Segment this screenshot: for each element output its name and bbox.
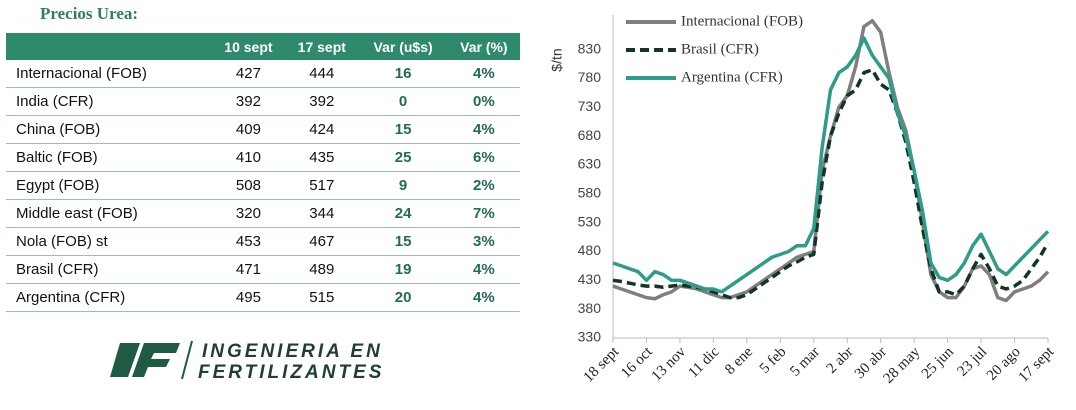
table-cell: 20	[358, 283, 448, 312]
table-cell: 320	[211, 199, 286, 228]
x-tick-label: 11 dic	[685, 344, 722, 381]
table-cell: 4%	[447, 283, 520, 312]
table-cell: 25	[358, 143, 448, 172]
table-cell: Baltic (FOB)	[6, 143, 212, 172]
x-tick-label: 13 nov	[649, 344, 690, 385]
table-cell: 453	[211, 227, 286, 256]
header-cell: 17 sept	[285, 33, 359, 60]
table-cell: 410	[211, 143, 286, 172]
x-tick-label: 18 sept	[581, 343, 623, 385]
table-cell: India (CFR)	[6, 87, 212, 116]
header-cell	[6, 33, 212, 60]
table-row: Egypt (FOB) 508 517 9 2%	[6, 171, 520, 200]
logo-line2: FERTILIZANTES	[198, 362, 384, 383]
header-cell: Var (%)	[447, 33, 520, 60]
table-cell: 4%	[447, 255, 520, 284]
table-cell: 4%	[447, 115, 520, 144]
table-cell: 4%	[447, 60, 520, 88]
table-cell: 3%	[447, 227, 520, 256]
table-cell: 392	[285, 87, 359, 116]
table-cell: 495	[211, 283, 286, 312]
table-cell: Middle east (FOB)	[6, 199, 212, 228]
chart: $/tn 330 380 430 480 530 580 630 680 730 780 830 18…	[549, 13, 1058, 387]
table-cell: Internacional (FOB)	[6, 60, 212, 88]
table-row: India (CFR) 392 392 0 0%	[6, 87, 520, 116]
legend-label: Brasil (CFR)	[681, 41, 759, 57]
table-cell: 515	[285, 283, 359, 312]
table-row: Nola (FOB) st 453 467 15 3%	[6, 227, 520, 256]
table-cell: Egypt (FOB)	[6, 171, 212, 200]
y-tick-label: 580	[578, 185, 602, 201]
x-tick-label: 28 may	[881, 344, 924, 387]
table-row: Internacional (FOB) 427 444 16 4%	[6, 60, 520, 88]
table-cell: 15	[358, 115, 448, 144]
table-cell: 489	[285, 255, 359, 284]
legend-label: Argentina (CFR)	[681, 69, 783, 85]
table-cell: 471	[211, 255, 286, 284]
x-tick-label: 5 feb	[757, 344, 790, 377]
y-tick-label: 780	[578, 69, 602, 85]
x-tick-label: 8 ene	[722, 344, 756, 378]
table-cell: Argentina (CFR)	[6, 283, 212, 312]
table-row: China (FOB) 409 424 15 4%	[6, 115, 520, 144]
y-tick-label: 530	[578, 213, 602, 229]
x-tick-label: 17 sept	[1016, 343, 1058, 385]
table-row: Middle east (FOB) 320 344 24 7%	[6, 199, 520, 228]
table-cell: 467	[285, 227, 359, 256]
x-tick-label: 25 jun	[919, 344, 957, 382]
table-cell: 2%	[447, 171, 520, 200]
series-line	[612, 68, 1050, 300]
logo: INGENIERIA EN FERTILIZANTES	[110, 340, 384, 383]
price-table: 10 sept 17 sept Var (u$s) Var (%) Internacio…	[6, 33, 520, 312]
table-cell: 508	[211, 171, 286, 200]
y-tick-label: 380	[578, 300, 602, 316]
table-cell: 0	[358, 87, 448, 116]
header-row: 10 sept 17 sept Var (u$s) Var (%)	[6, 33, 520, 60]
table-row: Baltic (FOB) 410 435 25 6%	[6, 143, 520, 172]
table-row: Argentina (CFR) 495 515 20 4%	[6, 283, 520, 312]
table-cell: 6%	[447, 143, 520, 172]
table-title: Precios Urea:	[40, 4, 139, 23]
y-tick-label: 480	[578, 242, 602, 258]
table-cell: 427	[211, 60, 286, 88]
table-cell: 19	[358, 255, 448, 284]
series-line	[612, 36, 1050, 294]
y-tick-label: 430	[578, 271, 602, 287]
table-cell: 435	[285, 143, 359, 172]
logo-divider	[181, 340, 193, 380]
table-cell: 7%	[447, 199, 520, 228]
table-cell: 9	[358, 171, 448, 200]
x-tick-label: 5 mar	[787, 344, 823, 380]
y-tick-label: 330	[578, 329, 602, 345]
legend-label: Internacional (FOB)	[681, 13, 803, 29]
y-tick-label: 730	[578, 98, 602, 114]
table-cell: China (FOB)	[6, 115, 212, 144]
logo-line1: INGENIERIA EN	[202, 341, 383, 362]
table-cell: Nola (FOB) st	[6, 227, 212, 256]
table-cell: 517	[285, 171, 359, 200]
table-cell: 24	[358, 199, 448, 228]
table-cell: 15	[358, 227, 448, 256]
y-tick-label: 680	[578, 127, 602, 143]
header-cell: 10 sept	[211, 33, 286, 60]
table-cell: Brasil (CFR)	[6, 255, 212, 284]
table-cell: 344	[285, 199, 359, 228]
table-cell: 392	[211, 87, 286, 116]
y-tick-label: 830	[578, 40, 602, 56]
table-cell: 409	[211, 115, 286, 144]
header-cell: Var (u$s)	[358, 33, 448, 60]
y-tick-label: 630	[578, 156, 602, 172]
table-cell: 0%	[447, 87, 520, 116]
table-cell: 16	[358, 60, 448, 88]
logo-mark	[110, 343, 180, 377]
table-cell: 444	[285, 60, 359, 88]
y-axis-label: $/tn	[549, 48, 565, 71]
table-row: Brasil (CFR) 471 489 19 4%	[6, 255, 520, 284]
table-cell: 424	[285, 115, 359, 144]
